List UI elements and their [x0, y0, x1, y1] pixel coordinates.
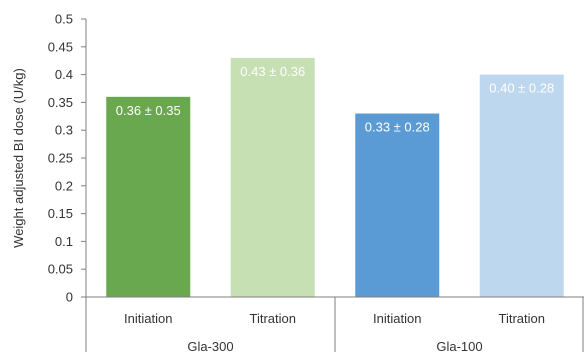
bar — [230, 57, 315, 297]
y-tick-label: 0.45 — [48, 39, 73, 54]
bars: 0.36 ± 0.35 0.43 ± 0.36 0.33 ± 0.28 0.40 ± … — [106, 57, 564, 298]
bar-data-label: 0.36 ± 0.35 — [116, 103, 181, 118]
x-axis: Initiation Titration Gla-300 Initiation Titr… — [85, 296, 584, 354]
bar — [106, 96, 191, 297]
category-label: Titration — [250, 311, 296, 326]
category-label: Initiation — [124, 311, 172, 326]
y-tick-label: 0.15 — [48, 206, 73, 221]
y-tick-label: 0.35 — [48, 95, 73, 110]
y-tick-label: 0.5 — [55, 12, 73, 27]
bar — [355, 113, 440, 298]
bar-data-label: 0.33 ± 0.28 — [365, 120, 430, 135]
group-label: Gla-300 — [187, 339, 233, 354]
y-tick-label: 0.25 — [48, 151, 73, 166]
bar — [479, 74, 564, 297]
y-tick-label: 0.3 — [55, 123, 73, 138]
y-tick-label: 0.05 — [48, 262, 73, 277]
y-tick-label: 0 — [66, 290, 73, 305]
category-label: Initiation — [373, 311, 421, 326]
y-axis-label: Weight adjusted BI dose (U/kg) — [11, 68, 26, 248]
group-label: Gla-100 — [436, 339, 482, 354]
y-tick-label: 0.4 — [55, 67, 73, 82]
y-tick-label: 0.1 — [55, 234, 73, 249]
bar-data-label: 0.43 ± 0.36 — [240, 64, 305, 79]
category-label: Titration — [499, 311, 545, 326]
bar-data-label: 0.40 ± 0.28 — [489, 81, 554, 96]
y-axis: 0 0.05 0.1 0.15 0.2 0.25 0.3 0.35 0.4 0.45 0.5 — [48, 12, 87, 305]
y-tick-label: 0.2 — [55, 178, 73, 193]
